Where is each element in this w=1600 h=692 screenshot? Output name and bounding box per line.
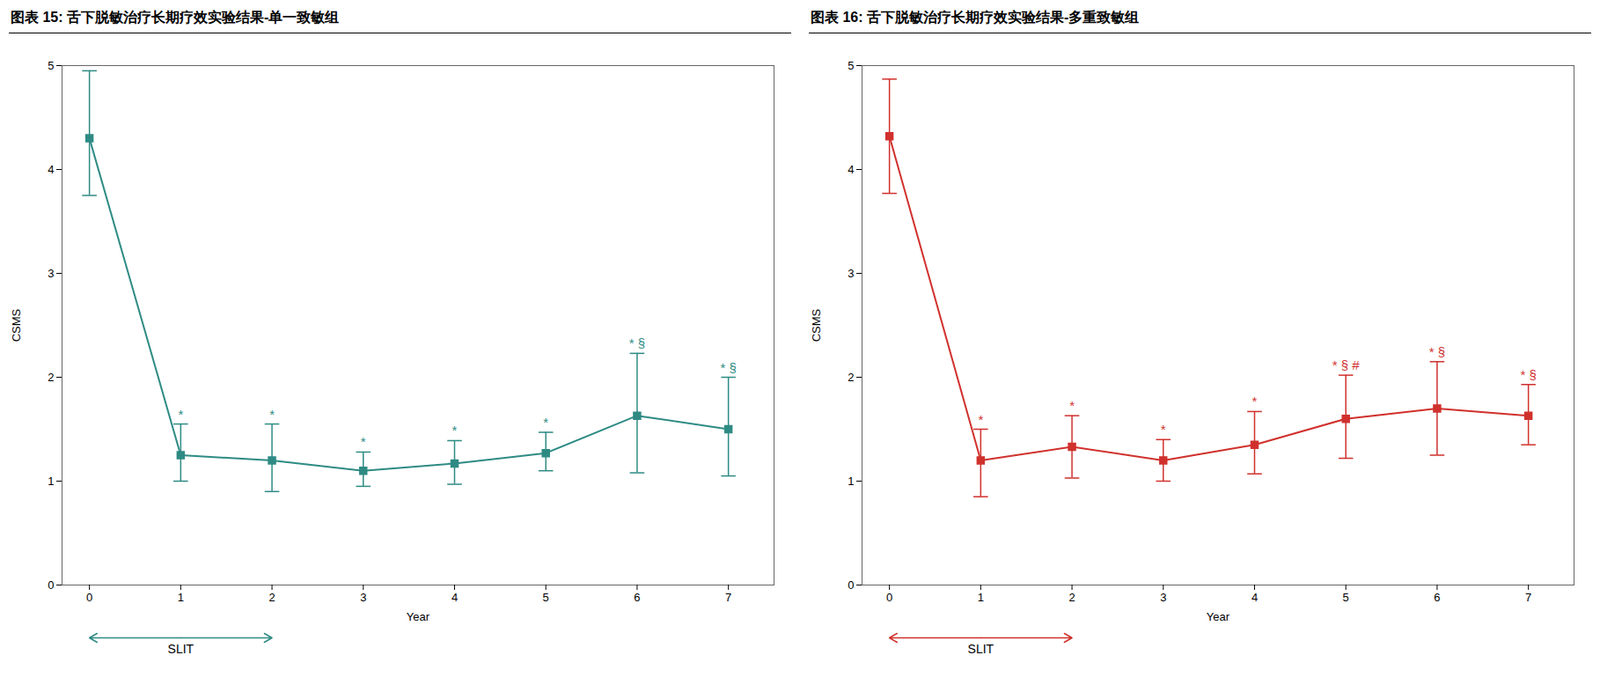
svg-text:*: * <box>269 406 275 422</box>
svg-text:*: * <box>977 411 984 427</box>
svg-text:7: 7 <box>725 590 732 604</box>
svg-text:1: 1 <box>47 474 54 488</box>
svg-text:0: 0 <box>886 590 893 604</box>
svg-text:* § #: * § # <box>1332 357 1361 373</box>
svg-text:Year: Year <box>406 609 431 624</box>
svg-text:*: * <box>1252 393 1258 409</box>
svg-text:2: 2 <box>1068 590 1075 604</box>
svg-text:1: 1 <box>847 474 854 488</box>
svg-text:5: 5 <box>847 58 854 73</box>
svg-text:*: * <box>1160 421 1167 437</box>
svg-text:Year: Year <box>1206 609 1231 624</box>
svg-text:1: 1 <box>977 590 984 604</box>
svg-text:2: 2 <box>47 370 54 384</box>
svg-text:3: 3 <box>359 590 367 604</box>
svg-text:*: * <box>1069 397 1075 413</box>
html-text:图表 16: 舌下脱敏治疗长期疗效实验结果-多重致敏组: 图表 16: 舌下脱敏治疗长期疗效实验结果-多重致敏组 <box>810 9 1140 25</box>
svg-text:* §: * § <box>1429 344 1446 360</box>
svg-text:7: 7 <box>1525 590 1532 604</box>
svg-text:3: 3 <box>47 266 54 280</box>
svg-text:0: 0 <box>47 578 54 592</box>
svg-text:4: 4 <box>47 162 54 177</box>
svg-text:4: 4 <box>1251 590 1258 604</box>
svg-text:5: 5 <box>543 590 550 604</box>
svg-text:*: * <box>177 406 184 422</box>
svg-text:* §: * § <box>1519 366 1536 382</box>
svg-text:CSMS: CSMS <box>809 308 823 342</box>
svg-text:6: 6 <box>633 590 640 604</box>
svg-text:3: 3 <box>1159 590 1167 604</box>
svg-text:0: 0 <box>86 590 93 604</box>
svg-text:0: 0 <box>847 578 854 592</box>
svg-text:CSMS: CSMS <box>9 308 23 342</box>
svg-text:6: 6 <box>1433 590 1440 604</box>
svg-text:*: * <box>360 433 367 449</box>
svg-text:SLIT: SLIT <box>968 641 995 656</box>
svg-text:2: 2 <box>847 370 854 384</box>
svg-text:1: 1 <box>177 590 184 604</box>
svg-text:5: 5 <box>1343 590 1350 604</box>
svg-text:SLIT: SLIT <box>168 641 195 656</box>
svg-text:* §: * § <box>629 335 646 351</box>
svg-text:5: 5 <box>47 58 54 73</box>
svg-text:4: 4 <box>451 590 458 604</box>
svg-text:2: 2 <box>268 590 275 604</box>
svg-text:* §: * § <box>719 359 736 375</box>
html-text:图表 15: 舌下脱敏治疗长期疗效实验结果-单一致敏组: 图表 15: 舌下脱敏治疗长期疗效实验结果-单一致敏组 <box>10 9 340 25</box>
svg-text:3: 3 <box>847 266 854 280</box>
svg-text:4: 4 <box>847 162 854 177</box>
svg-text:*: * <box>543 414 549 430</box>
svg-text:*: * <box>452 422 458 438</box>
